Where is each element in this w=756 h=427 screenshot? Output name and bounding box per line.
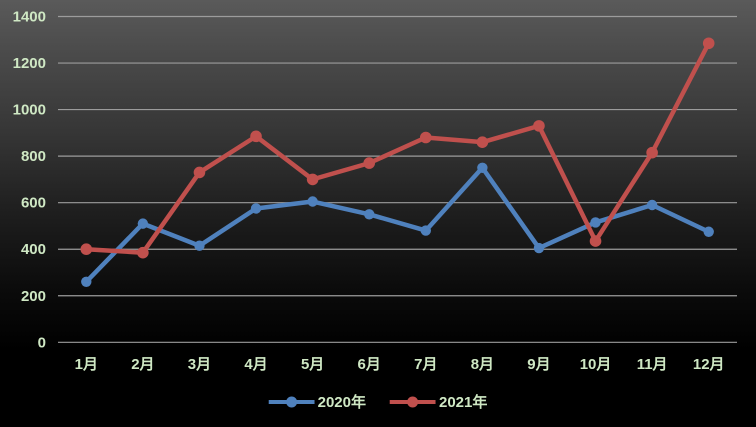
x-tick-label: 4月 — [244, 356, 267, 373]
y-tick-label: 0 — [38, 334, 46, 351]
y-tick-label: 1400 — [13, 9, 46, 26]
x-tick-label: 7月 — [414, 356, 437, 373]
data-point-series-0 — [646, 199, 658, 211]
x-tick-label: 3月 — [188, 356, 211, 373]
data-point-series-1 — [363, 157, 376, 169]
data-point-series-0 — [81, 276, 92, 287]
series-line-1 — [84, 41, 711, 255]
legend-label-2020: 2020年 — [317, 394, 366, 411]
x-tick-label: 12月 — [693, 356, 725, 373]
data-point-series-0 — [590, 217, 601, 228]
data-point-series-1 — [419, 131, 432, 144]
data-point-series-0 — [307, 196, 318, 207]
data-point-series-1 — [589, 235, 602, 247]
legend-line-marker-2020-icon — [268, 396, 315, 407]
data-point-series-1 — [533, 120, 545, 132]
y-tick-label: 600 — [21, 195, 46, 212]
data-point-series-0 — [250, 203, 262, 214]
data-point-series-1 — [476, 136, 489, 148]
y-tick-label: 800 — [21, 148, 46, 165]
x-tick-label: 9月 — [527, 356, 550, 373]
series-line-0 — [84, 165, 711, 285]
x-tick-label: 11月 — [637, 356, 668, 373]
data-point-series-0 — [477, 162, 488, 173]
data-point-series-1 — [250, 130, 262, 143]
data-point-series-0 — [137, 218, 149, 229]
data-point-series-1 — [193, 166, 206, 179]
data-point-series-1 — [646, 146, 658, 159]
data-point-series-0 — [194, 240, 205, 251]
legend: 2020年 2021年 — [268, 391, 487, 412]
legend-line-marker-2021-icon — [390, 396, 436, 407]
x-tick-label: 10月 — [580, 356, 612, 373]
x-tick-label: 5月 — [301, 356, 324, 373]
y-tick-label: 400 — [21, 241, 46, 258]
data-point-series-1 — [137, 246, 149, 259]
data-point-series-0 — [533, 242, 545, 254]
y-tick-label: 1000 — [13, 102, 46, 119]
x-tick-label: 8月 — [471, 356, 494, 373]
legend-label-2021: 2021年 — [439, 394, 488, 411]
data-point-series-1 — [80, 243, 93, 256]
data-point-series-0 — [364, 209, 375, 220]
legend-item-2020: 2020年 — [268, 391, 366, 412]
x-tick-label: 1月 — [75, 356, 98, 373]
y-tick-label: 200 — [21, 288, 46, 305]
data-point-series-0 — [703, 226, 714, 237]
data-point-series-1 — [702, 37, 715, 50]
y-tick-label: 1200 — [13, 55, 46, 72]
legend-item-2021: 2021年 — [390, 391, 487, 412]
x-tick-label: 2月 — [131, 356, 154, 373]
data-point-series-1 — [306, 173, 319, 186]
data-point-series-0 — [420, 225, 431, 236]
x-tick-label: 6月 — [358, 356, 381, 373]
